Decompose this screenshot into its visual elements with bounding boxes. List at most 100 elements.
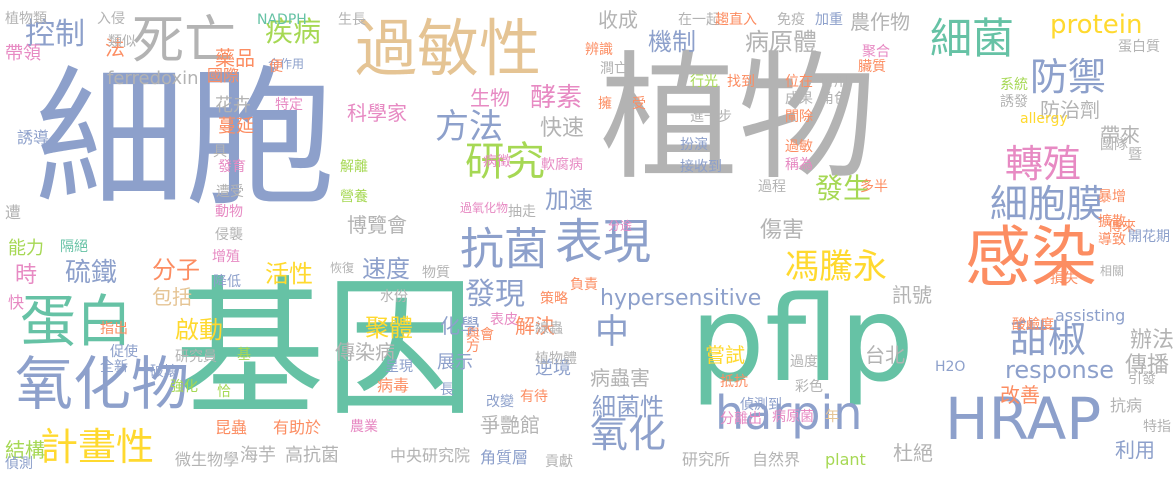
word-100: 隔絕 (60, 239, 88, 255)
word-31: 速度 (362, 255, 410, 283)
word-178: 發育 (218, 159, 246, 175)
word-12: 細菌 (930, 14, 1015, 63)
word-83: 有助於 (273, 418, 322, 437)
word-65: 法 (105, 36, 125, 60)
word-140: 研究員 (175, 349, 217, 365)
word-170: 辨識 (585, 42, 613, 58)
word-38: 病原體 (745, 28, 817, 56)
word-47: 病蟲害 (590, 366, 650, 390)
word-90: assisting (1055, 306, 1126, 325)
word-52: 辦法 (1130, 328, 1175, 353)
word-146: 抽走 (508, 204, 536, 220)
word-8: 氧化物 (15, 350, 190, 418)
word-89: 引發 (1128, 371, 1156, 387)
word-96: 誘導 (17, 128, 50, 147)
word-10: 表現 (555, 214, 652, 270)
word-16: 甜椒 (1010, 317, 1087, 361)
word-23: 控制 (25, 17, 85, 52)
word-123: 多半 (860, 179, 888, 195)
word-44: 活性 (265, 260, 313, 288)
word-68: 蔓延 (218, 116, 254, 137)
word-117: 擴散 (1098, 214, 1126, 230)
word-1: 植物 (600, 38, 877, 199)
word-154: 行光 (690, 74, 718, 90)
word-106: 免疫 (777, 12, 805, 28)
word-2: 基因 (175, 263, 476, 437)
word-183: 偵測到 (740, 397, 782, 413)
word-175: 侵襲 (215, 227, 243, 243)
word-95: 帶領 (5, 43, 41, 64)
word-104: 在一起 (678, 12, 720, 28)
word-80: plant (825, 450, 866, 469)
word-108: 蛋白質 (1118, 39, 1160, 55)
word-7: 蛋白 (20, 290, 132, 355)
word-76: 中央研究院 (390, 446, 471, 465)
word-157: 成果 (785, 91, 813, 107)
word-45: 啟動 (175, 316, 223, 344)
word-84: 農業 (350, 419, 378, 435)
word-63: 逆境 (535, 358, 571, 379)
word-74: 海芋 (240, 445, 276, 466)
word-0: 細胞 (35, 53, 336, 227)
word-91: 酸鹼度 (1012, 317, 1054, 333)
word-17: harpin (715, 386, 863, 440)
word-82: 昆蟲 (215, 418, 248, 437)
word-165: 稱為 (785, 157, 813, 173)
word-147: 分途 (608, 219, 633, 233)
word-174: 增殖 (212, 249, 240, 265)
word-184: 病原菌 (772, 409, 814, 425)
word-148: 物質 (422, 265, 450, 281)
word-149: 恢復 (330, 261, 355, 275)
word-13: 防禦 (1030, 55, 1107, 99)
word-32: 聚體 (365, 314, 413, 342)
word-144: 方 (466, 339, 480, 355)
word-94: 類似 (108, 34, 136, 50)
word-54: 改善 (1000, 383, 1040, 407)
word-150: 營養 (340, 189, 368, 205)
word-48: 傷害 (760, 218, 805, 243)
word-136: 破壞 (150, 364, 178, 380)
word-111: 系統 (1000, 77, 1028, 93)
word-79: 自然界 (752, 450, 801, 469)
word-141: 基 (237, 347, 251, 363)
word-70: 博覽會 (347, 213, 407, 237)
word-35: 酵素 (530, 83, 583, 113)
word-101: NADPH (257, 12, 307, 28)
word-11: 抗菌 (460, 224, 548, 275)
word-160: 可用 (820, 74, 848, 90)
word-99: 快 (8, 293, 25, 312)
word-39: 農作物 (850, 10, 910, 34)
word-78: 研究所 (682, 450, 731, 469)
word-88: 抗病 (1110, 396, 1143, 415)
word-126: 線蟲 (535, 321, 563, 337)
word-64: 藥品 (215, 46, 255, 70)
word-187: 分離出 (720, 411, 762, 427)
word-26: 發現 (465, 277, 525, 312)
word-60: 化學 (440, 314, 480, 338)
word-97: 遭 (5, 203, 22, 222)
word-129: 有待 (520, 389, 548, 405)
word-69: 科學家 (347, 101, 407, 125)
word-143: 與會 (466, 327, 494, 343)
word-107: 加重 (815, 12, 843, 28)
word-59: 解決 (515, 314, 555, 338)
word-57: 嘗試 (705, 343, 745, 367)
word-120: 開花期 (1128, 229, 1170, 245)
word-105: 趨直入 (715, 12, 757, 28)
word-9: 死亡 (132, 11, 237, 71)
word-41: 快速 (540, 116, 585, 141)
word-133: 呈現 (385, 359, 413, 375)
word-156: 位在 (785, 74, 813, 90)
word-19: 氧化 (590, 412, 667, 456)
word-75: 高抗菌 (285, 445, 339, 466)
word-93: 入侵 (97, 11, 125, 27)
word-53: 傳播 (1125, 353, 1170, 378)
word-109: 聚合 (862, 44, 890, 60)
word-132: 病毒 (377, 376, 410, 395)
word-155: 找到 (727, 74, 755, 90)
word-173: 降低 (213, 274, 241, 290)
word-29: response (1005, 356, 1115, 384)
word-142: 水份 (380, 289, 408, 305)
word-49: 防治劑 (1040, 98, 1100, 122)
word-134: 恰 (217, 384, 231, 400)
